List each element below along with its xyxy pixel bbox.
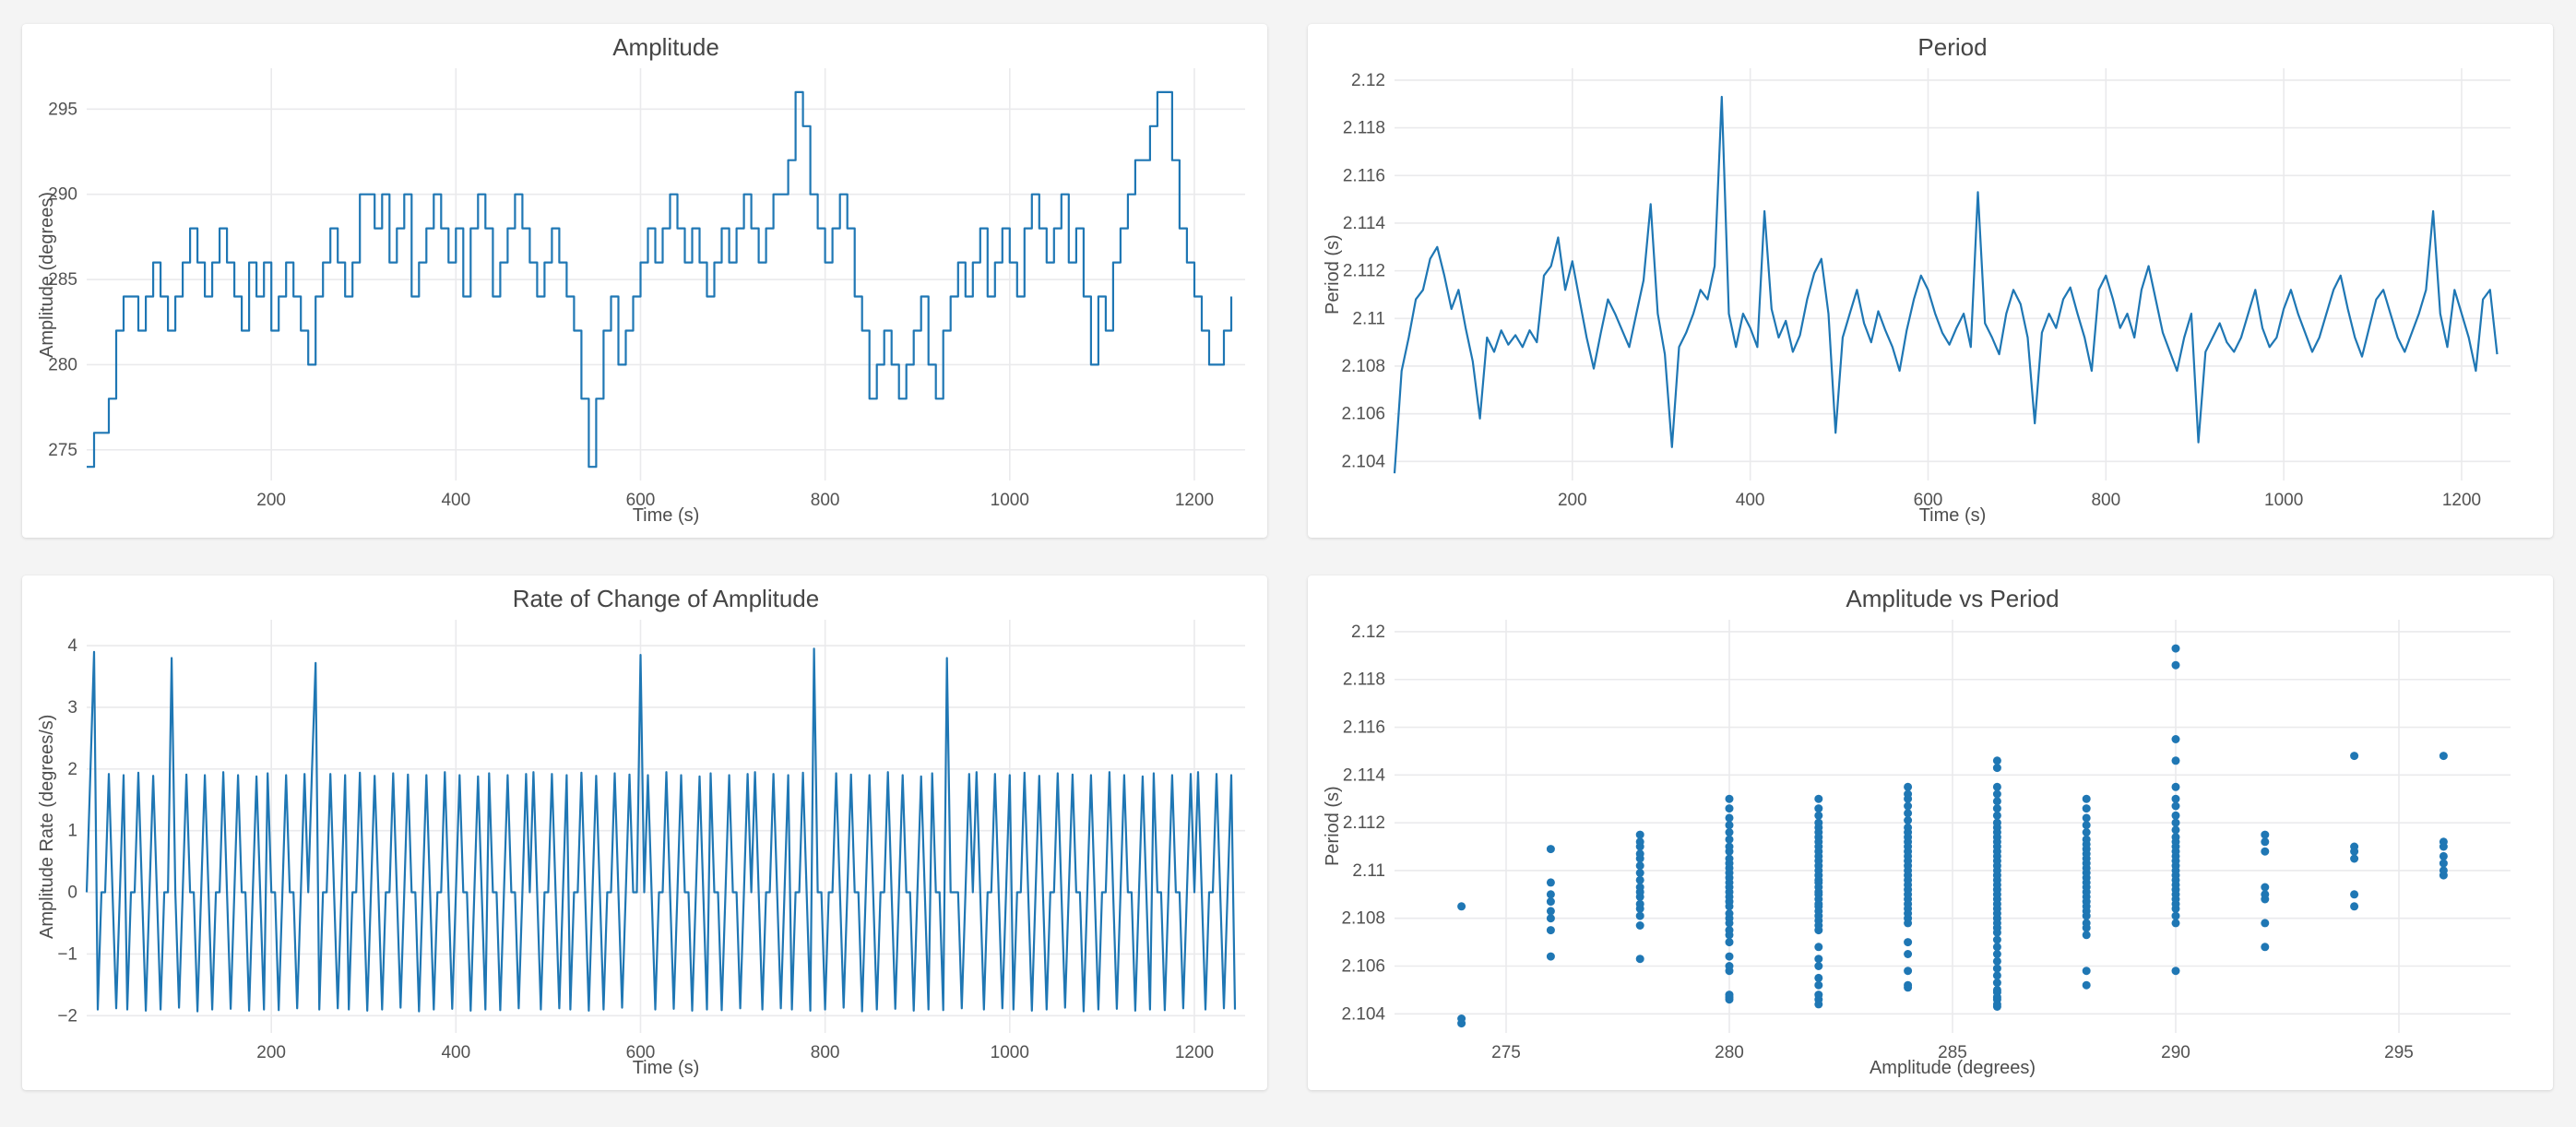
- amplitude-vs-period-plot: 275 280 285 290 295 2.104 2.106 2.108 2.11 2.112 2…: [1341, 620, 2511, 1062]
- svg-text:800: 800: [811, 1043, 840, 1062]
- svg-text:275: 275: [48, 441, 77, 460]
- amplitude-rate-x-axis-label: Time (s): [632, 1058, 700, 1078]
- period-chart-card: 200 400 600 800 1000 1200 2.104 2.106 2.108 2.11 2…: [1308, 24, 2553, 538]
- svg-text:1000: 1000: [2264, 491, 2303, 510]
- svg-text:2.116: 2.116: [1343, 166, 1385, 185]
- svg-text:600: 600: [626, 491, 656, 510]
- svg-text:800: 800: [811, 491, 840, 510]
- amplitude-chart-card: 200 400 600 800 1000 1200 275 280 285 290 295 Ampl…: [22, 24, 1267, 538]
- svg-text:1200: 1200: [1175, 1043, 1214, 1062]
- amplitude-vs-period-chart-card: 275 280 285 290 295 2.104 2.106 2.108 2.11 2.112 2…: [1308, 575, 2553, 1090]
- svg-text:−1: −1: [57, 944, 77, 964]
- svg-text:295: 295: [48, 100, 77, 119]
- period-chart-title: Period: [1917, 33, 1988, 61]
- svg-text:200: 200: [256, 491, 286, 510]
- svg-text:2.11: 2.11: [1352, 309, 1385, 328]
- period-plot: 200 400 600 800 1000 12002.1042.1062.1082.112…: [1341, 68, 2511, 510]
- svg-text:2.118: 2.118: [1343, 119, 1385, 138]
- svg-text:400: 400: [1736, 491, 1765, 510]
- svg-text:2.114: 2.114: [1343, 765, 1386, 785]
- period-y-axis-label: Period (s): [1323, 234, 1343, 314]
- svg-text:3: 3: [67, 698, 77, 718]
- svg-text:280: 280: [48, 355, 77, 374]
- svg-text:2.108: 2.108: [1341, 357, 1385, 376]
- amplitude-vs-period-chart-title: Amplitude vs Period: [1846, 585, 2060, 612]
- svg-text:2.104: 2.104: [1341, 1004, 1385, 1024]
- amplitude-rate-plot: 200 400 600 800 1000 1200 −2 −1 0 1 2 3 4: [57, 620, 1245, 1062]
- svg-text:2.104: 2.104: [1341, 452, 1385, 471]
- amplitude-rate-chart-title: Rate of Change of Amplitude: [512, 585, 820, 612]
- svg-text:600: 600: [626, 1043, 656, 1062]
- amplitude-vs-period-x-axis-label: Amplitude (degrees): [1869, 1058, 2036, 1078]
- amplitude-rate-y-axis-label: Amplitude Rate (degrees/s): [37, 714, 57, 939]
- svg-text:280: 280: [1715, 1043, 1744, 1062]
- svg-text:400: 400: [441, 1043, 470, 1062]
- svg-text:2.114: 2.114: [1343, 214, 1386, 233]
- svg-text:800: 800: [2091, 491, 2120, 510]
- amplitude-x-axis-label: Time (s): [632, 505, 700, 526]
- svg-text:200: 200: [256, 1043, 286, 1062]
- amplitude-y-axis-label: Amplitude (degrees): [37, 191, 57, 358]
- svg-text:2: 2: [67, 760, 77, 779]
- svg-text:295: 295: [2384, 1043, 2414, 1062]
- svg-text:2.12: 2.12: [1351, 71, 1385, 90]
- svg-text:2.106: 2.106: [1341, 405, 1385, 424]
- dashboard-grid: 200 400 600 800 1000 1200 275 280 285 290 295 Ampl…: [22, 24, 2553, 1090]
- svg-text:2.12: 2.12: [1351, 623, 1385, 642]
- svg-text:2.116: 2.116: [1343, 718, 1385, 738]
- svg-text:4: 4: [67, 636, 77, 656]
- amplitude-plot: 200 400 600 800 1000 1200 275 280 285 290 295: [48, 68, 1245, 510]
- amplitude-vs-period-y-axis-label: Period (s): [1323, 786, 1343, 867]
- amplitude-rate-chart-card: 200 400 600 800 1000 1200 −2 −1 0 1 2 3 4 Rate of Ch…: [22, 575, 1267, 1090]
- svg-text:1000: 1000: [991, 1043, 1029, 1062]
- amplitude-chart-title: Amplitude: [612, 33, 719, 61]
- svg-text:2.118: 2.118: [1343, 670, 1385, 690]
- svg-text:2.112: 2.112: [1343, 813, 1385, 833]
- svg-text:275: 275: [1491, 1043, 1521, 1062]
- svg-text:2.112: 2.112: [1343, 262, 1385, 281]
- svg-text:1000: 1000: [991, 491, 1029, 510]
- svg-text:285: 285: [48, 270, 77, 290]
- svg-text:−2: −2: [57, 1006, 77, 1026]
- period-x-axis-label: Time (s): [1918, 505, 1987, 526]
- svg-text:285: 285: [1938, 1043, 1967, 1062]
- svg-text:1: 1: [67, 822, 77, 841]
- svg-text:1200: 1200: [1175, 491, 1214, 510]
- svg-text:1200: 1200: [2442, 491, 2481, 510]
- svg-text:200: 200: [1558, 491, 1587, 510]
- svg-text:2.11: 2.11: [1352, 861, 1385, 881]
- svg-text:2.106: 2.106: [1341, 956, 1385, 976]
- svg-text:600: 600: [1914, 491, 1943, 510]
- svg-text:290: 290: [48, 185, 77, 205]
- svg-text:400: 400: [441, 491, 470, 510]
- svg-text:2.108: 2.108: [1341, 909, 1385, 929]
- svg-text:290: 290: [2161, 1043, 2190, 1062]
- svg-text:0: 0: [67, 884, 77, 903]
